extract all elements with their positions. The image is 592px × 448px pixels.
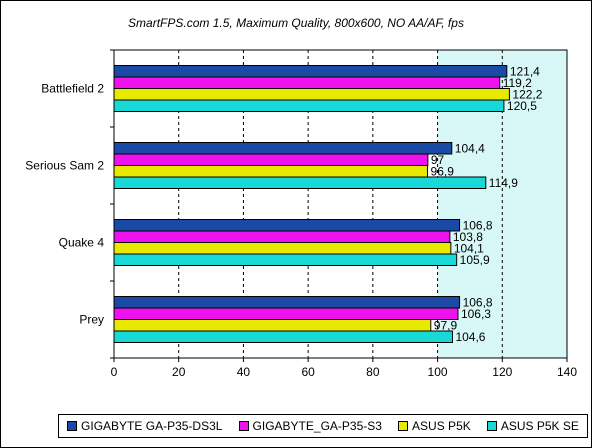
category-label: Battlefield 2 <box>41 82 104 96</box>
data-label: 106,8 <box>463 219 493 233</box>
chart-title: SmartFPS.com 1.5, Maximum Quality, 800x6… <box>128 16 464 30</box>
data-label: 121,4 <box>510 65 540 79</box>
category-label: Quake 4 <box>59 236 105 250</box>
legend-item: GIGABYTE GA-P35-DS3L <box>67 419 222 433</box>
legend-item: GIGABYTE_GA-P35-S3 <box>238 419 382 433</box>
x-tick-label: 20 <box>172 365 186 379</box>
bar <box>113 153 429 166</box>
legend-label: GIGABYTE GA-P35-DS3L <box>81 419 223 433</box>
bar <box>113 253 458 266</box>
x-tick-label: 80 <box>366 365 380 379</box>
bar <box>113 65 508 78</box>
bar <box>113 88 510 101</box>
legend-swatch <box>398 421 409 431</box>
data-label: 104,6 <box>455 330 485 344</box>
data-label: 97,9 <box>434 319 458 333</box>
bar <box>113 165 429 178</box>
bar <box>113 319 432 332</box>
data-label: 106,3 <box>461 307 491 321</box>
bar <box>113 76 501 89</box>
x-tick-label: 40 <box>237 365 251 379</box>
data-label: 97 <box>431 153 445 167</box>
data-label: 104,4 <box>455 142 485 156</box>
x-tick-label: 120 <box>492 365 512 379</box>
bar <box>113 176 487 189</box>
legend-label: ASUS P5K SE <box>500 419 579 433</box>
data-label: 119,2 <box>503 76 532 90</box>
bar <box>113 142 453 155</box>
legend-swatch <box>486 421 497 431</box>
data-label: 105,9 <box>460 253 490 267</box>
bar <box>113 230 451 243</box>
category-label: Prey <box>79 313 104 327</box>
legend-swatch <box>238 421 249 431</box>
data-label: 106,8 <box>463 296 493 310</box>
legend-label: ASUS P5K <box>412 419 471 433</box>
x-tick-label: 60 <box>301 365 315 379</box>
x-tick-label: 0 <box>111 365 118 379</box>
category-label: Serious Sam 2 <box>25 159 104 173</box>
bar <box>113 296 461 309</box>
legend-item: ASUS P5K <box>398 419 471 433</box>
data-label: 104,1 <box>454 242 484 256</box>
data-label: 96,9 <box>431 165 455 179</box>
bar <box>113 219 461 232</box>
legend-swatch <box>67 421 78 431</box>
data-label: 120,5 <box>507 99 537 113</box>
bar <box>113 330 453 343</box>
data-label: 114,9 <box>489 176 518 190</box>
bar <box>113 99 505 112</box>
x-tick-label: 140 <box>557 365 577 379</box>
legend-label: GIGABYTE_GA-P35-S3 <box>252 419 382 433</box>
legend-item: ASUS P5K SE <box>486 419 579 433</box>
bar <box>113 242 452 255</box>
data-label: 103,8 <box>453 230 483 244</box>
bar <box>113 307 459 320</box>
chart-legend: GIGABYTE GA-P35-DS3L GIGABYTE_GA-P35-S3 AS… <box>58 414 588 438</box>
x-tick-label: 100 <box>428 365 448 379</box>
data-label: 122,2 <box>512 88 542 102</box>
